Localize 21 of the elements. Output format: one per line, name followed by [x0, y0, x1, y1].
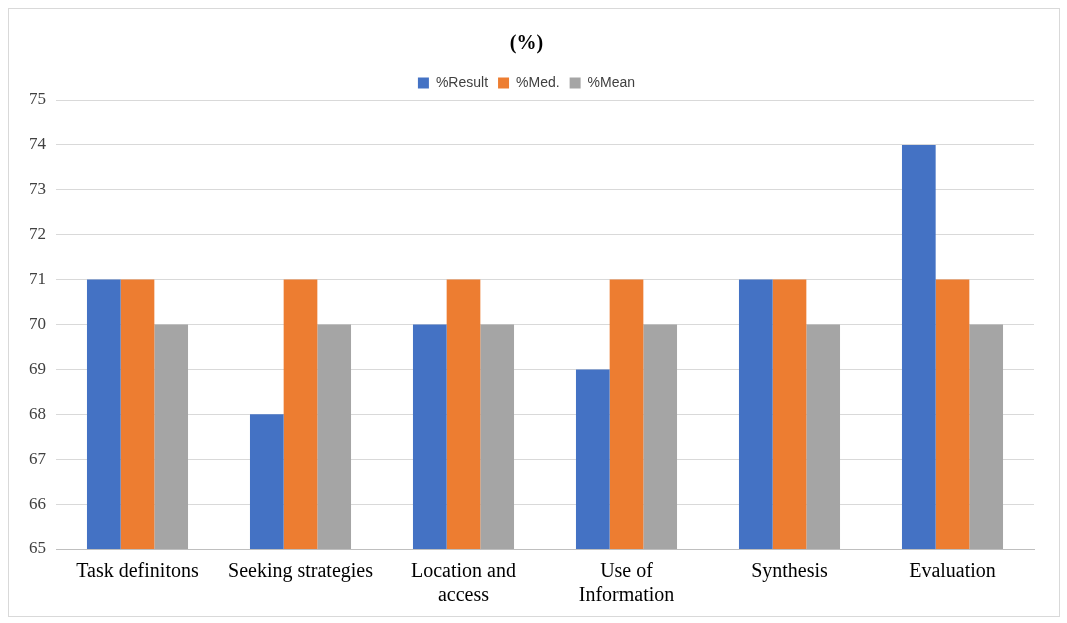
x-tick-label: Seeking strategies	[228, 559, 374, 583]
y-tick-label: 69	[29, 358, 46, 378]
y-tick-label: 74	[29, 134, 47, 154]
y-tick-label: 70	[29, 313, 46, 333]
legend-label: %Mean	[587, 73, 636, 90]
y-tick-label: 75	[29, 89, 46, 109]
y-tick-label: 72	[29, 224, 46, 244]
y-tick-label: 67	[29, 448, 47, 468]
legend-label: %Result	[435, 73, 489, 90]
legend-label: %Med.	[516, 73, 560, 90]
y-tick-label: 73	[29, 179, 46, 199]
y-tick-label: 71	[29, 269, 46, 289]
x-tick-label: Synthesis	[751, 559, 829, 583]
x-tick-label: Evaluation	[909, 559, 996, 582]
y-tick-label: 66	[29, 493, 46, 513]
x-tick-label: Location and access	[411, 559, 516, 606]
y-tick-label: 65	[29, 538, 46, 558]
x-tick-label: Task definitons	[76, 559, 199, 582]
chart-title: (%)	[509, 31, 544, 55]
x-tick-label: Use of Information	[578, 559, 675, 606]
y-tick-label: 68	[29, 403, 46, 423]
